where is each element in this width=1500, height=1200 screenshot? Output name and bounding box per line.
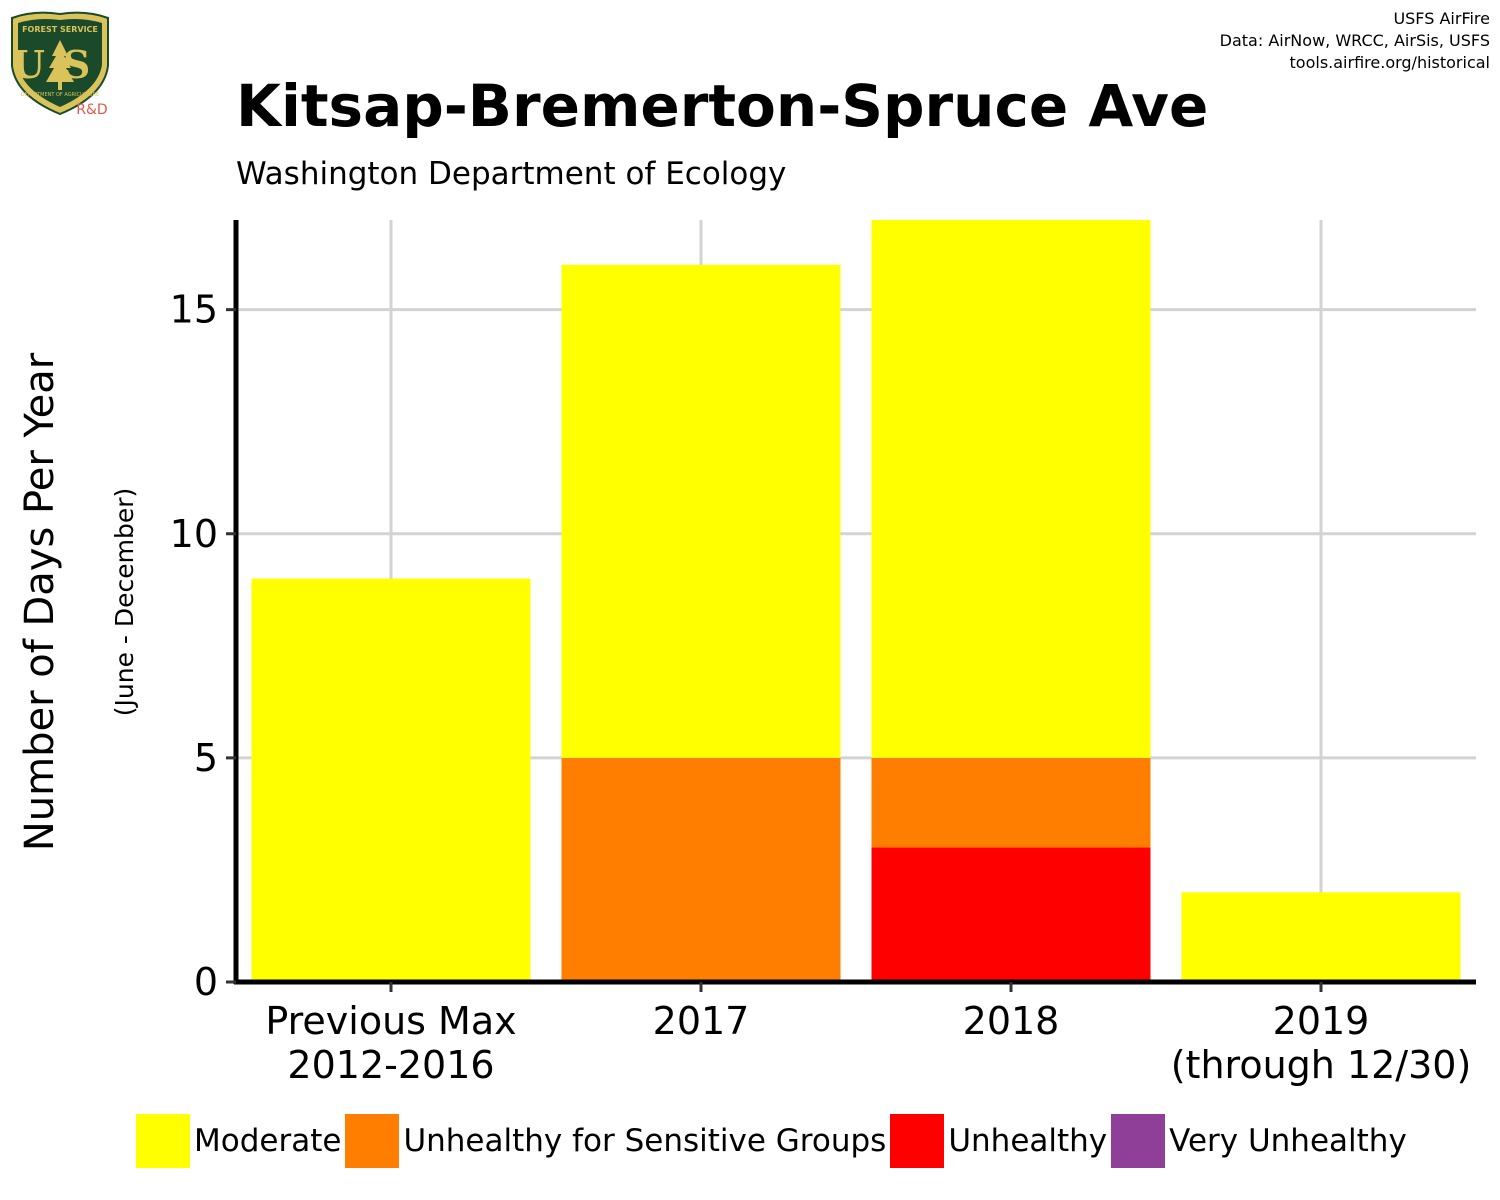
legend-swatch (136, 1114, 190, 1168)
logo-bottom-text: DEPARTMENT OF AGRICULTURE (21, 92, 99, 98)
legend-item: Unhealthy for Sensitive Groups (345, 1114, 890, 1168)
y-tick-label: 5 (194, 736, 218, 780)
legend-item: Unhealthy (890, 1114, 1111, 1168)
y-tick-label: 10 (170, 512, 218, 556)
bars (251, 220, 1461, 982)
credit-line-2: Data: AirNow, WRCC, AirSis, USFS (1219, 31, 1490, 50)
y-axis-sublabel: (June - December) (110, 488, 139, 717)
legend: Moderate Unhealthy for Sensitive Groups Un… (136, 1113, 1411, 1169)
y-axis-label: Number of Days Per Year (17, 352, 63, 851)
tree-icon (46, 40, 74, 90)
chart-title: Kitsap-Bremerton-Spruce Ave (236, 72, 1209, 140)
credit-line-1: USFS AirFire (1393, 9, 1490, 28)
legend-label: Unhealthy (948, 1123, 1108, 1159)
legend-swatch (890, 1114, 945, 1168)
bar-segment (561, 757, 841, 982)
y-tick-label: 15 (170, 288, 218, 332)
legend-label: Very Unhealthy (1169, 1123, 1407, 1159)
x-tick-label: (through 12/30) (1171, 1043, 1472, 1087)
credit-line-3: tools.airfire.org/historical (1289, 53, 1490, 72)
logo-badge: R&D (76, 102, 107, 118)
x-tick-label: 2019 (1273, 999, 1370, 1043)
legend-swatch (1111, 1114, 1166, 1168)
axes (226, 220, 1476, 992)
y-tick-labels: 0 5 10 15 (170, 288, 218, 1004)
x-tick-label: 2012-2016 (287, 1043, 494, 1087)
bar-segment (871, 757, 1151, 848)
bar-segment (251, 578, 531, 982)
bar-segment (561, 264, 841, 758)
x-tick-label: 2017 (653, 999, 750, 1043)
forest-service-logo: FOREST SERVICE US DEPARTMENT OF AGRICULT… (11, 11, 109, 118)
legend-item: Moderate (136, 1114, 345, 1168)
legend-swatch (345, 1114, 400, 1168)
chart-subtitle: Washington Department of Ecology (236, 156, 787, 192)
y-tick-label: 0 (194, 960, 218, 1004)
x-tick-label: Previous Max (265, 999, 516, 1043)
logo-top-text: FOREST SERVICE (22, 25, 98, 34)
legend-label: Unhealthy for Sensitive Groups (403, 1123, 887, 1159)
bar-segment (871, 220, 1151, 758)
data-credits: USFS AirFire Data: AirNow, WRCC, AirSis,… (1220, 8, 1490, 74)
bar-segment (871, 847, 1151, 982)
x-tick-label: 2018 (963, 999, 1060, 1043)
bar-segment (1181, 892, 1461, 982)
legend-label: Moderate (194, 1123, 342, 1159)
legend-item: Very Unhealthy (1111, 1114, 1411, 1168)
